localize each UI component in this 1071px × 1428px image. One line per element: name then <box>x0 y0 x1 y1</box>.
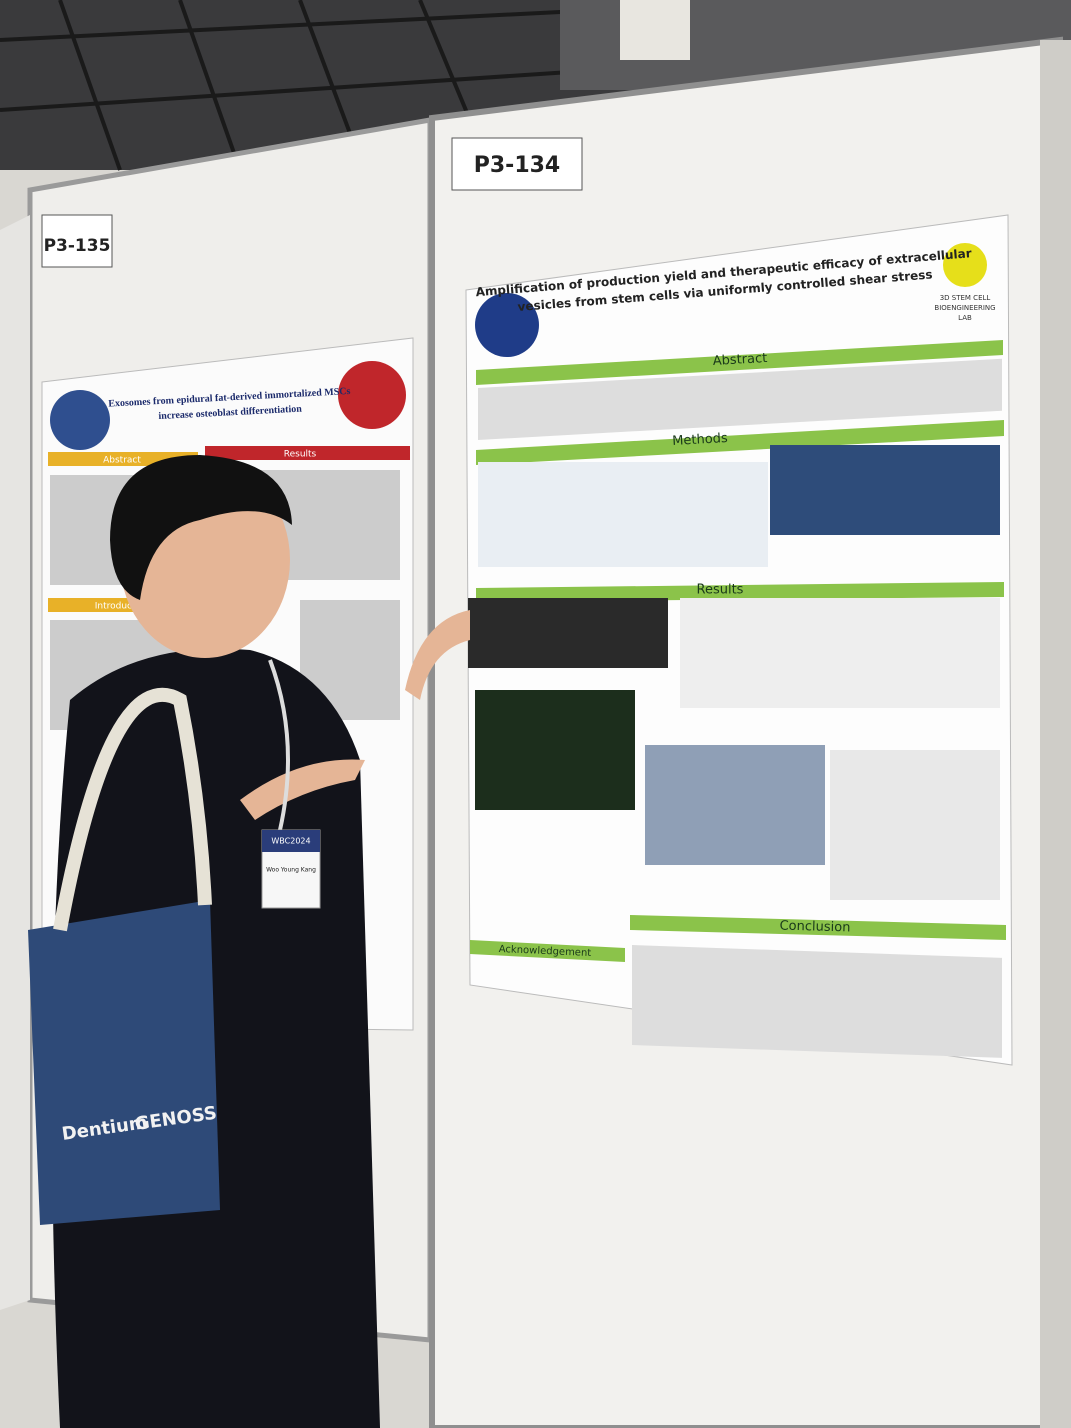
section-title: Results <box>697 583 744 598</box>
lab-name: BIOENGINEERING <box>934 304 995 312</box>
section-title: Results <box>284 450 317 460</box>
section-title: Conclusion <box>779 919 850 936</box>
section-bar <box>476 340 1003 385</box>
section-title: Methods <box>672 431 729 449</box>
hand <box>405 610 470 700</box>
section-title: Introduction <box>95 602 150 612</box>
figure <box>680 598 1000 708</box>
cloth <box>620 0 690 60</box>
figure <box>645 745 825 865</box>
text-block <box>632 944 1002 1058</box>
badge-header <box>262 830 320 852</box>
bag <box>28 900 220 1225</box>
badge-name: Woo Young Kang <box>266 867 316 874</box>
poster-sections: Abstract Methods Results Conclusion Ackn… <box>468 340 1006 1058</box>
lab-logo <box>943 243 987 287</box>
logo <box>338 361 406 429</box>
text-block <box>478 358 1002 440</box>
lanyard <box>268 659 290 831</box>
aisle <box>1040 40 1071 1428</box>
board-label-box <box>41 214 113 268</box>
board-label-box <box>451 137 583 191</box>
section-title: Acknowledgement <box>499 944 592 959</box>
lab-name: LAB <box>958 314 972 322</box>
figure <box>830 750 1000 900</box>
logo <box>475 293 539 357</box>
side-board <box>0 215 30 1310</box>
section-bar <box>630 915 1006 940</box>
bag-strap <box>53 687 212 932</box>
logo <box>50 390 110 450</box>
figure <box>468 598 668 668</box>
section-title: Abstract <box>103 456 141 466</box>
badge-event: WBC2024 <box>271 837 310 846</box>
section-bar <box>205 446 410 460</box>
figure <box>770 445 1000 535</box>
board-label: P3-135 <box>44 236 111 256</box>
hand <box>240 759 365 820</box>
section-bar <box>476 420 1004 465</box>
hair <box>110 455 292 600</box>
figure <box>478 462 768 567</box>
section-title: Abstract <box>712 351 767 369</box>
figure <box>475 690 635 810</box>
section-bar <box>476 582 1004 602</box>
lab-name: 3D STEM CELL <box>940 294 991 302</box>
truss <box>0 0 601 171</box>
section-bar <box>470 940 625 962</box>
board-label: P3-134 <box>474 153 561 178</box>
